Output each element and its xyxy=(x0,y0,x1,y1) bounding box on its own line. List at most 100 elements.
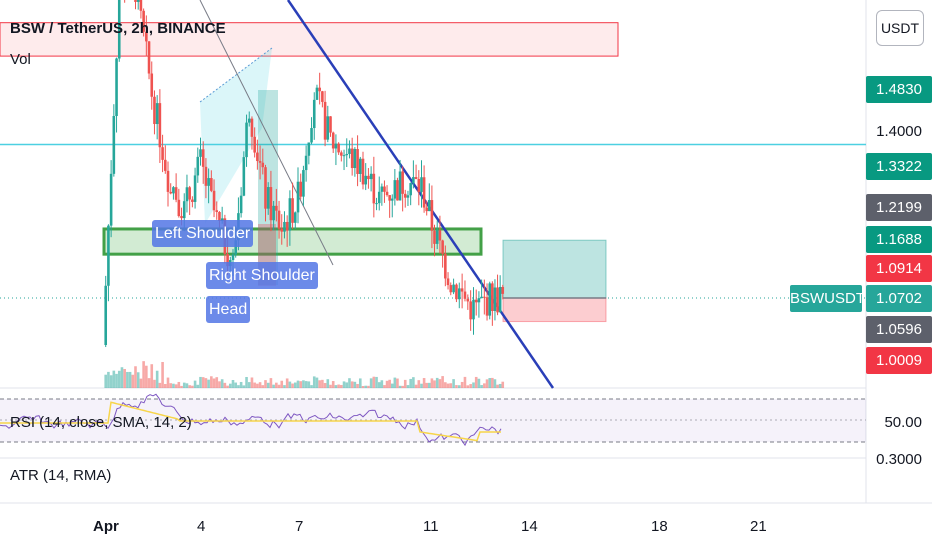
volume-bar xyxy=(348,378,351,388)
candle-body xyxy=(483,296,486,298)
candle-body xyxy=(172,187,175,194)
volume-bar xyxy=(466,385,470,388)
volume-bar xyxy=(123,369,126,388)
candle-body xyxy=(498,286,502,313)
volume-bar xyxy=(315,377,319,388)
volume-bar xyxy=(498,383,502,388)
right-shoulder-label[interactable]: Right Shoulder xyxy=(206,262,318,289)
x-tick-apr: Apr xyxy=(93,518,119,535)
candle-body xyxy=(272,205,275,221)
volume-bar xyxy=(223,382,227,388)
volume-bar xyxy=(472,382,475,388)
candle-body xyxy=(204,166,208,186)
volume-bar xyxy=(228,383,232,388)
candle-body xyxy=(153,96,156,125)
candle-body xyxy=(302,170,305,197)
volume-bar xyxy=(191,385,194,388)
candle-body xyxy=(177,199,181,217)
volume-label[interactable]: Vol xyxy=(10,51,31,68)
volume-bar xyxy=(153,379,156,388)
candle-body xyxy=(463,291,467,299)
head-label[interactable]: Head xyxy=(206,296,251,323)
volume-bar xyxy=(430,378,434,388)
candle-body xyxy=(406,195,410,198)
price-tag-target: 1.1688 xyxy=(866,226,932,253)
candle-body xyxy=(280,228,284,232)
volume-bar xyxy=(193,380,197,388)
candle-body xyxy=(253,136,256,153)
candle-body xyxy=(358,158,362,174)
candle-body xyxy=(107,225,110,286)
chart-title[interactable]: BSW / TetherUS, 2h, BINANCE xyxy=(10,20,226,37)
volume-bar xyxy=(367,385,370,388)
candle-body xyxy=(444,253,447,279)
currency-button[interactable]: USDT xyxy=(876,10,924,46)
candle-body xyxy=(261,162,265,168)
volume-bar xyxy=(455,385,458,388)
volume-bar xyxy=(401,385,404,388)
volume-bar xyxy=(283,385,286,388)
candle-body xyxy=(390,198,394,201)
rsi-value: 50.00 xyxy=(884,414,922,431)
candle-body xyxy=(256,152,259,162)
price-tag-cyan-line: 1.3322 xyxy=(866,153,932,180)
volume-bar xyxy=(163,383,167,388)
volume-bar xyxy=(150,364,154,388)
left-shoulder-shading xyxy=(200,48,272,224)
candle-body xyxy=(326,116,330,140)
candle-body xyxy=(139,0,143,11)
candle-body xyxy=(491,283,494,311)
candle-body xyxy=(361,158,365,185)
volume-bar xyxy=(261,385,265,388)
volume-bar xyxy=(372,376,376,388)
rsi-label[interactable]: RSI (14, close, SMA, 14, 2) xyxy=(10,414,192,431)
candle-body xyxy=(460,288,464,292)
price-tag-red: 1.0914 xyxy=(866,255,932,282)
candle-body xyxy=(275,205,278,211)
candle-body xyxy=(422,177,426,208)
candle-body xyxy=(446,278,450,286)
volume-bar xyxy=(264,380,267,388)
volume-bar xyxy=(438,379,442,388)
volume-bar xyxy=(109,375,113,388)
candle-body xyxy=(285,221,289,231)
volume-bar xyxy=(321,379,324,388)
volume-bar xyxy=(253,382,256,388)
volume-bar xyxy=(501,381,505,388)
candle-body xyxy=(396,180,399,201)
left-shoulder-label[interactable]: Left Shoulder xyxy=(152,220,254,247)
rsi-ma-line xyxy=(0,401,501,442)
candle-body xyxy=(318,87,321,92)
candle-body xyxy=(293,212,297,223)
volume-bar xyxy=(356,383,359,388)
volume-bar xyxy=(302,380,305,388)
candle-body xyxy=(226,254,229,267)
candle-body xyxy=(283,221,286,232)
candle-body xyxy=(331,132,335,149)
volume-bar xyxy=(485,379,489,388)
candle-body xyxy=(112,116,116,174)
candle-body xyxy=(269,187,273,221)
atr-label[interactable]: ATR (14, RMA) xyxy=(10,467,112,484)
candle-body xyxy=(469,301,472,320)
candle-body xyxy=(134,0,137,2)
candle-body xyxy=(247,118,251,123)
volume-bar xyxy=(417,380,421,388)
candle-body xyxy=(435,230,439,244)
volume-bar xyxy=(299,381,303,388)
volume-bar xyxy=(185,383,189,388)
candle-body xyxy=(477,298,481,303)
candle-body xyxy=(307,142,311,156)
x-tick-4: 4 xyxy=(197,518,206,535)
volume-bar xyxy=(145,365,148,388)
volume-bar xyxy=(177,381,181,388)
candle-body xyxy=(353,149,357,169)
volume-bar xyxy=(266,382,270,388)
candle-body xyxy=(310,128,313,143)
candle-body xyxy=(258,161,262,163)
pattern-line xyxy=(199,47,273,103)
volume-bar xyxy=(269,378,273,388)
volume-bar xyxy=(463,376,467,388)
